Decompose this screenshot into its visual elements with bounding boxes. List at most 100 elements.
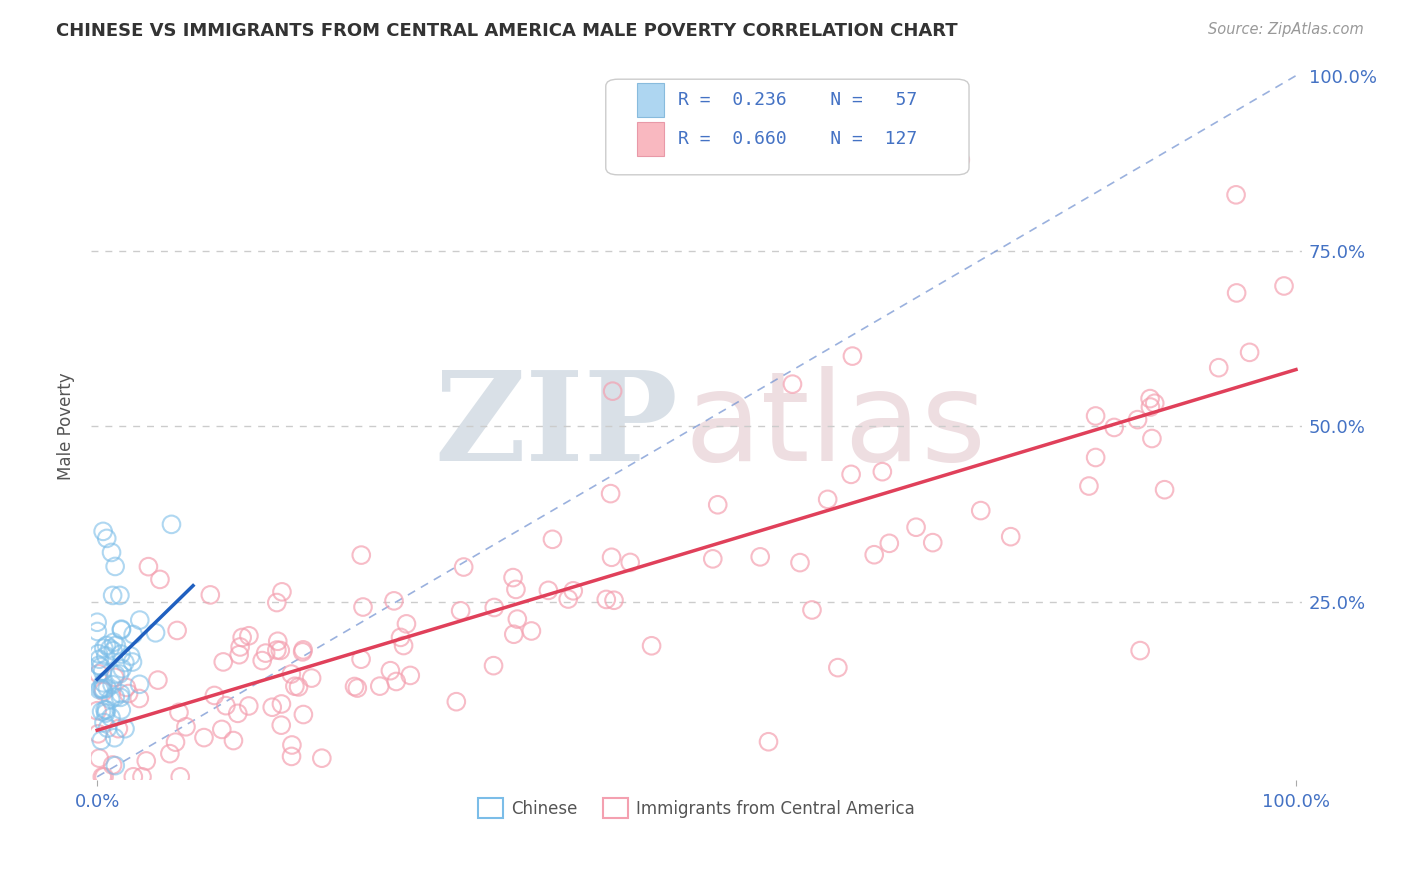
Point [149, 573, 172, 587]
Point [87, 666, 110, 681]
Point [262, 700, 284, 714]
Bar [637, 121, 664, 155]
Point [89, 751, 111, 765]
Point [93, 715, 115, 730]
Point [90, 681, 112, 696]
Point [87, 647, 110, 661]
Point [706, 498, 728, 512]
Point [619, 556, 641, 570]
Point [96, 681, 118, 696]
Point [520, 624, 543, 638]
Point [131, 770, 153, 784]
Y-axis label: Male Poverty: Male Poverty [58, 372, 75, 480]
Point [165, 735, 187, 749]
Point [250, 654, 273, 668]
Point [446, 695, 468, 709]
Point [94, 703, 117, 717]
Point [202, 689, 225, 703]
Point [789, 556, 811, 570]
Point [267, 634, 290, 648]
Point [110, 622, 132, 636]
Point [96, 721, 118, 735]
Point [110, 647, 132, 661]
Point [101, 758, 124, 772]
Point [1084, 409, 1107, 423]
Point [104, 758, 127, 772]
Point [301, 671, 323, 685]
Point [287, 680, 309, 694]
Point [350, 652, 373, 666]
Point [159, 747, 181, 761]
Point [380, 664, 402, 678]
Point [167, 706, 190, 720]
Point [238, 698, 260, 713]
Point [1140, 432, 1163, 446]
Point [145, 625, 167, 640]
Point [229, 640, 252, 654]
Point [270, 718, 292, 732]
Point [1102, 420, 1125, 434]
Point [266, 596, 288, 610]
Point [90, 705, 112, 719]
Point [1139, 400, 1161, 414]
Point [1143, 396, 1166, 410]
Point [90, 733, 112, 747]
Point [1139, 392, 1161, 406]
Point [603, 593, 626, 607]
Point [120, 648, 142, 663]
Point [280, 749, 302, 764]
Point [100, 545, 122, 559]
Point [602, 384, 624, 399]
Point [91, 524, 114, 539]
Point [1077, 479, 1099, 493]
Point [135, 754, 157, 768]
Point [292, 707, 315, 722]
Point [222, 733, 245, 747]
Point [96, 703, 118, 717]
Point [343, 680, 366, 694]
Point [281, 738, 304, 752]
Point [128, 613, 150, 627]
Point [193, 731, 215, 745]
Point [93, 641, 115, 656]
Legend: Chinese, Immigrants from Central America: Chinese, Immigrants from Central America [471, 791, 922, 825]
Text: ZIP: ZIP [434, 366, 679, 487]
Point [557, 592, 579, 607]
Text: CHINESE VS IMMIGRANTS FROM CENTRAL AMERICA MALE POVERTY CORRELATION CHART: CHINESE VS IMMIGRANTS FROM CENTRAL AMERI… [56, 22, 957, 40]
Point [93, 770, 115, 784]
Point [1129, 643, 1152, 657]
Point [87, 727, 110, 741]
Point [502, 627, 524, 641]
Point [121, 655, 143, 669]
Point [100, 692, 122, 706]
Point [90, 660, 112, 674]
Text: atlas: atlas [685, 366, 987, 487]
Point [91, 682, 114, 697]
Point [291, 645, 314, 659]
FancyBboxPatch shape [606, 79, 969, 175]
Point [86, 615, 108, 630]
Point [107, 722, 129, 736]
Point [782, 377, 804, 392]
Point [399, 668, 422, 682]
Point [91, 681, 114, 696]
Point [101, 644, 124, 658]
Point [368, 679, 391, 693]
Point [110, 687, 132, 701]
Point [228, 648, 250, 662]
Point [169, 770, 191, 784]
Text: R =  0.660    N =  127: R = 0.660 N = 127 [679, 129, 918, 147]
Point [292, 643, 315, 657]
Point [98, 641, 121, 656]
Point [91, 770, 114, 784]
Point [1208, 360, 1230, 375]
Point [1272, 279, 1295, 293]
Point [827, 660, 849, 674]
Point [839, 467, 862, 482]
Point [122, 627, 145, 641]
Point [502, 571, 524, 585]
Point [350, 548, 373, 562]
Point [385, 674, 408, 689]
Point [160, 517, 183, 532]
Point [211, 723, 233, 737]
